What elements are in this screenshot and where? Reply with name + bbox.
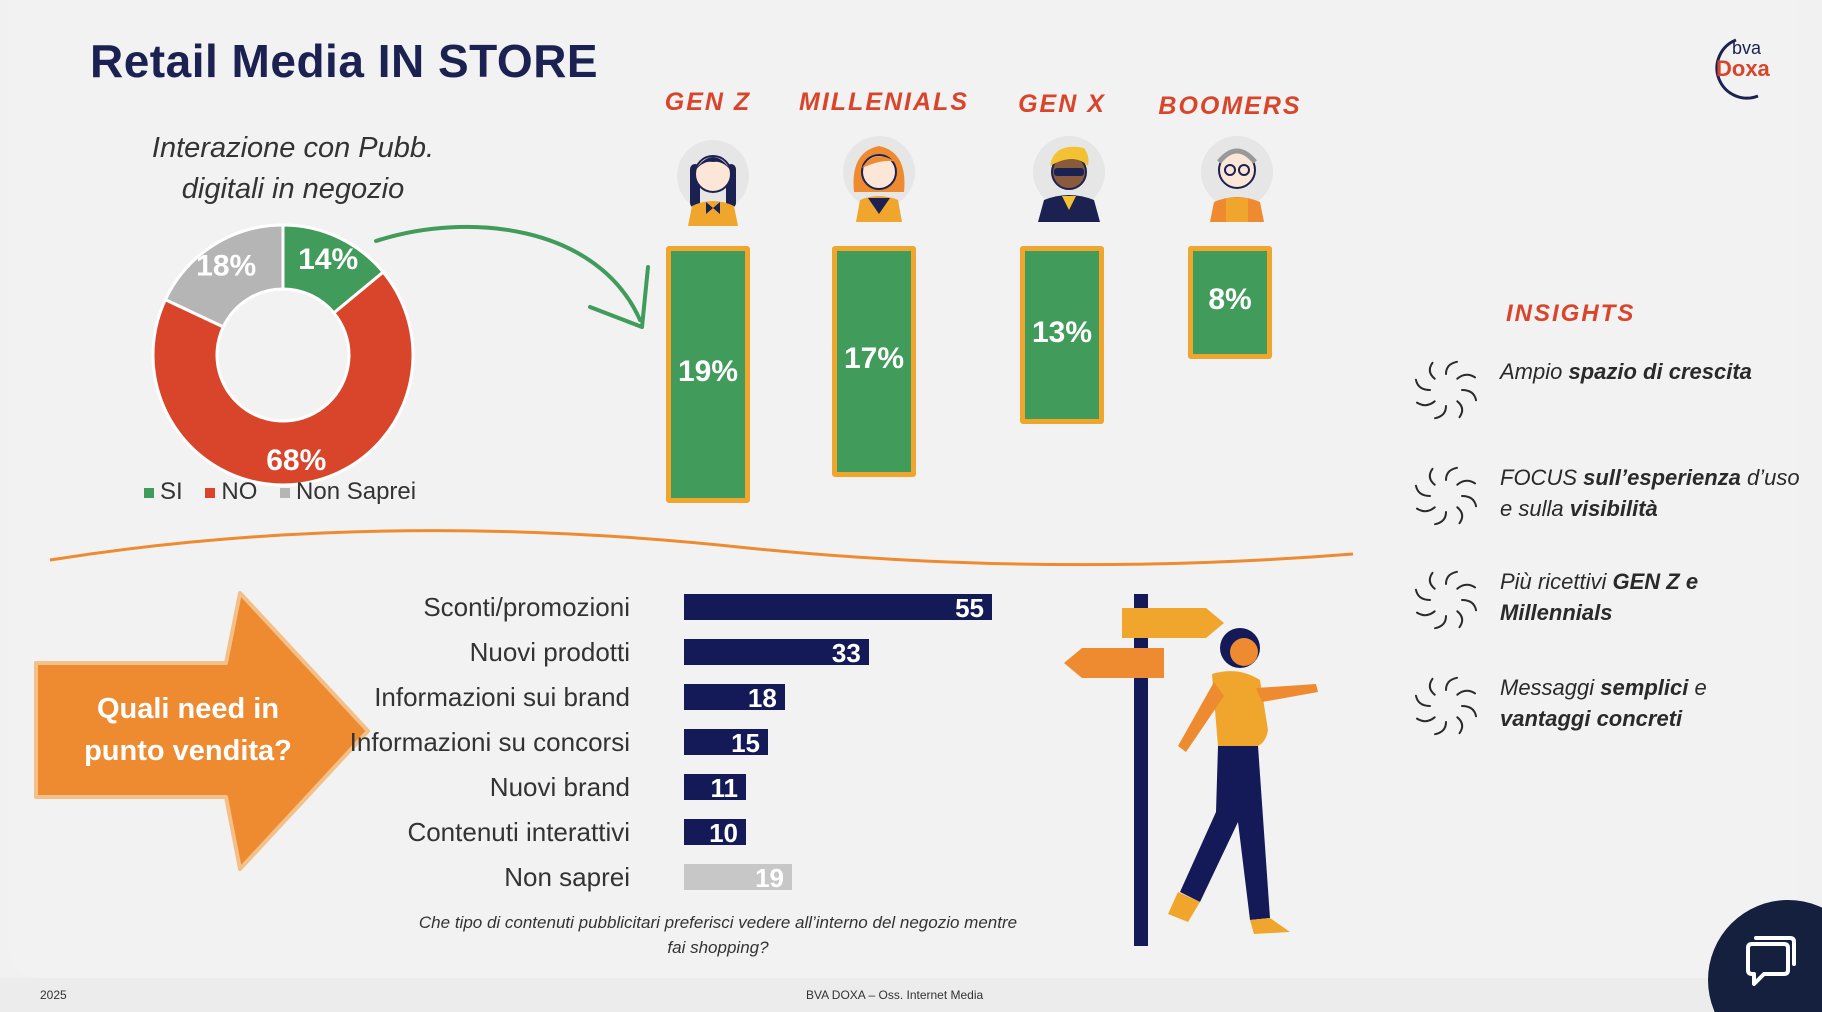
- slide: Retail Media IN STORE bva Doxa Interazio…: [8, 0, 1800, 978]
- gen-bar-gen-x: 13%: [1020, 246, 1104, 425]
- divider-line: [49, 529, 1354, 567]
- gen-bar-value-gen-x: 13%: [1031, 316, 1093, 350]
- slide-title: Retail Media IN STORE: [90, 35, 599, 87]
- big-orange-arrow: [34, 591, 370, 871]
- donut-chart: 14% 68% 18%: [151, 223, 415, 487]
- gen-bar-value-boomers: 8%: [1208, 283, 1252, 317]
- need-label-nuovi-brand: Nuovi brand: [489, 772, 630, 802]
- need-line1: Quali need in: [96, 693, 280, 725]
- insight-item-2: FOCUS sull’esperienza d’uso e sulla visi…: [1408, 462, 1800, 542]
- need-label-informazioni-sui-brand: Informazioni sui brand: [374, 682, 630, 712]
- insight-text-part: FOCUS: [1500, 465, 1584, 490]
- need-bar-non-saprei: 19: [684, 863, 792, 893]
- gen-label-millenials: MILLENIALS: [799, 88, 969, 116]
- footer-source: BVA DOXA – Oss. Internet Media: [806, 988, 984, 1002]
- gen-bar-value-gen-z: 19%: [677, 355, 739, 389]
- need-label-non-saprei: Non saprei: [504, 862, 630, 892]
- gen-z-avatar: [677, 140, 749, 226]
- footer: 2025 BVA DOXA – Oss. Internet Media: [0, 978, 1822, 1012]
- need-bar-value-nuovi-brand: 11: [710, 773, 739, 803]
- sparkle-burst-icon: [1414, 360, 1478, 420]
- need-bar-nuovi-brand: 11: [684, 773, 746, 803]
- footer-year: 2025: [40, 988, 67, 1002]
- insight-text-part: sull’esperienza: [1583, 465, 1741, 490]
- insight-item-4: Messaggi semplici e vantaggi concreti: [1408, 672, 1788, 752]
- need-label-informazioni-su-concorsi: Informazioni su concorsi: [349, 727, 630, 757]
- donut-label-si: 14%: [298, 243, 358, 276]
- legend-label-no: NO: [221, 478, 258, 505]
- need-label-nuovi-prodotti: Nuovi prodotti: [469, 637, 630, 667]
- need-bar-value-informazioni-su-concorsi: 15: [731, 728, 760, 758]
- signpost-illustration: [1064, 594, 1224, 946]
- need-bar-value-informazioni-sui-brand: 18: [747, 683, 777, 713]
- donut-legend: SI NO Non Saprei: [144, 478, 432, 506]
- insight-text-part: spazio di crescita: [1568, 359, 1752, 384]
- need-bar-sconti-promozioni: 55: [684, 593, 992, 623]
- gen-x-avatar: [1033, 136, 1105, 222]
- bva-doxa-logo: bva Doxa: [1715, 38, 1771, 100]
- insight-text-part: vantaggi concreti: [1500, 706, 1683, 731]
- donut-label-no: 68%: [266, 444, 326, 477]
- need-bar-informazioni-su-concorsi: 15: [684, 728, 768, 758]
- gen-label-boomers: BOOMERS: [1158, 92, 1302, 120]
- donut-slice-non-saprei: [163, 223, 285, 329]
- need-bar-informazioni-sui-brand: 18: [684, 683, 785, 713]
- need-bar-value-sconti-promozioni: 55: [955, 593, 984, 623]
- need-bar-value-nuovi-prodotti: 33: [831, 638, 861, 668]
- gen-label-gen-x: GEN X: [1018, 90, 1106, 118]
- insight-text-part: GEN Z e Millennials: [1500, 569, 1699, 625]
- gen-bar-gen-z: 19%: [666, 246, 750, 503]
- need-bar-value-contenuti-interattivi: 10: [709, 818, 738, 848]
- insight-text-2: FOCUS sull’esperienza d’uso e sulla visi…: [1500, 462, 1800, 524]
- gen-label-gen-z: GEN Z: [664, 88, 752, 116]
- need-bar-nuovi-prodotti: 33: [684, 638, 869, 668]
- legend-swatch-no: [205, 487, 216, 498]
- walking-woman-illustration: [1168, 628, 1318, 934]
- insight-text-4: Messaggi semplici e vantaggi concreti: [1500, 672, 1800, 734]
- millennials-avatar: [843, 136, 915, 222]
- insight-item-3: Più ricettivi GEN Z e Millennials: [1408, 566, 1788, 646]
- sparkle-burst-icon: [1414, 570, 1478, 630]
- legend-swatch-si: [144, 487, 154, 498]
- insight-text-3: Più ricettivi GEN Z e Millennials: [1500, 566, 1800, 628]
- insight-text-part: e: [1688, 675, 1707, 700]
- need-label-contenuti-interattivi: Contenuti interattivi: [407, 817, 630, 847]
- legend-item-no: NO: [205, 478, 257, 505]
- need-bar-contenuti-interattivi: 10: [684, 818, 746, 848]
- gen-bar-value-millenials: 17%: [843, 342, 905, 376]
- insights-heading: INSIGHTS: [1506, 300, 1636, 327]
- logo-bottom: Doxa: [1716, 56, 1771, 81]
- insight-text-part: Ampio: [1500, 359, 1569, 384]
- legend-item-si: SI: [144, 478, 183, 505]
- logo-top: bva: [1732, 38, 1762, 58]
- chat-bubble-icon: [1746, 936, 1796, 986]
- insight-item-1: Ampio spazio di crescita: [1408, 356, 1788, 436]
- legend-swatch-non-saprei: [280, 487, 291, 498]
- survey-question: Che tipo di contenuti pubblicitari prefe…: [418, 913, 1018, 957]
- insight-text-part: visibilità: [1569, 496, 1658, 521]
- sparkle-burst-icon: [1414, 676, 1478, 736]
- insight-text-1: Ampio spazio di crescita: [1500, 356, 1800, 387]
- insight-text-part: d’uso e sulla: [1500, 465, 1800, 521]
- donut-title: Interazione con Pubb. digitali in negozi…: [151, 132, 435, 205]
- curved-arrow-icon: [374, 224, 650, 329]
- legend-label-si: SI: [160, 478, 183, 505]
- insight-text-part: Più ricettivi: [1500, 569, 1613, 594]
- boomers-avatar: [1201, 136, 1273, 222]
- need-bar-value-non-saprei: 19: [755, 863, 784, 893]
- need-label-sconti-promozioni: Sconti/promozioni: [423, 592, 630, 622]
- need-line2: punto vendita?: [84, 735, 292, 767]
- gen-bar-millenials: 17%: [832, 246, 916, 477]
- legend-item-non-saprei: Non Saprei: [280, 478, 416, 505]
- legend-label-non-saprei: Non Saprei: [296, 478, 417, 505]
- donut-label-non-saprei: 18%: [196, 250, 256, 283]
- need-label: Quali need in punto vendita?: [48, 688, 328, 772]
- insight-text-part: Messaggi: [1500, 675, 1601, 700]
- sparkle-burst-icon: [1414, 466, 1478, 526]
- gen-bar-boomers: 8%: [1188, 246, 1272, 359]
- insight-text-part: semplici: [1600, 675, 1689, 700]
